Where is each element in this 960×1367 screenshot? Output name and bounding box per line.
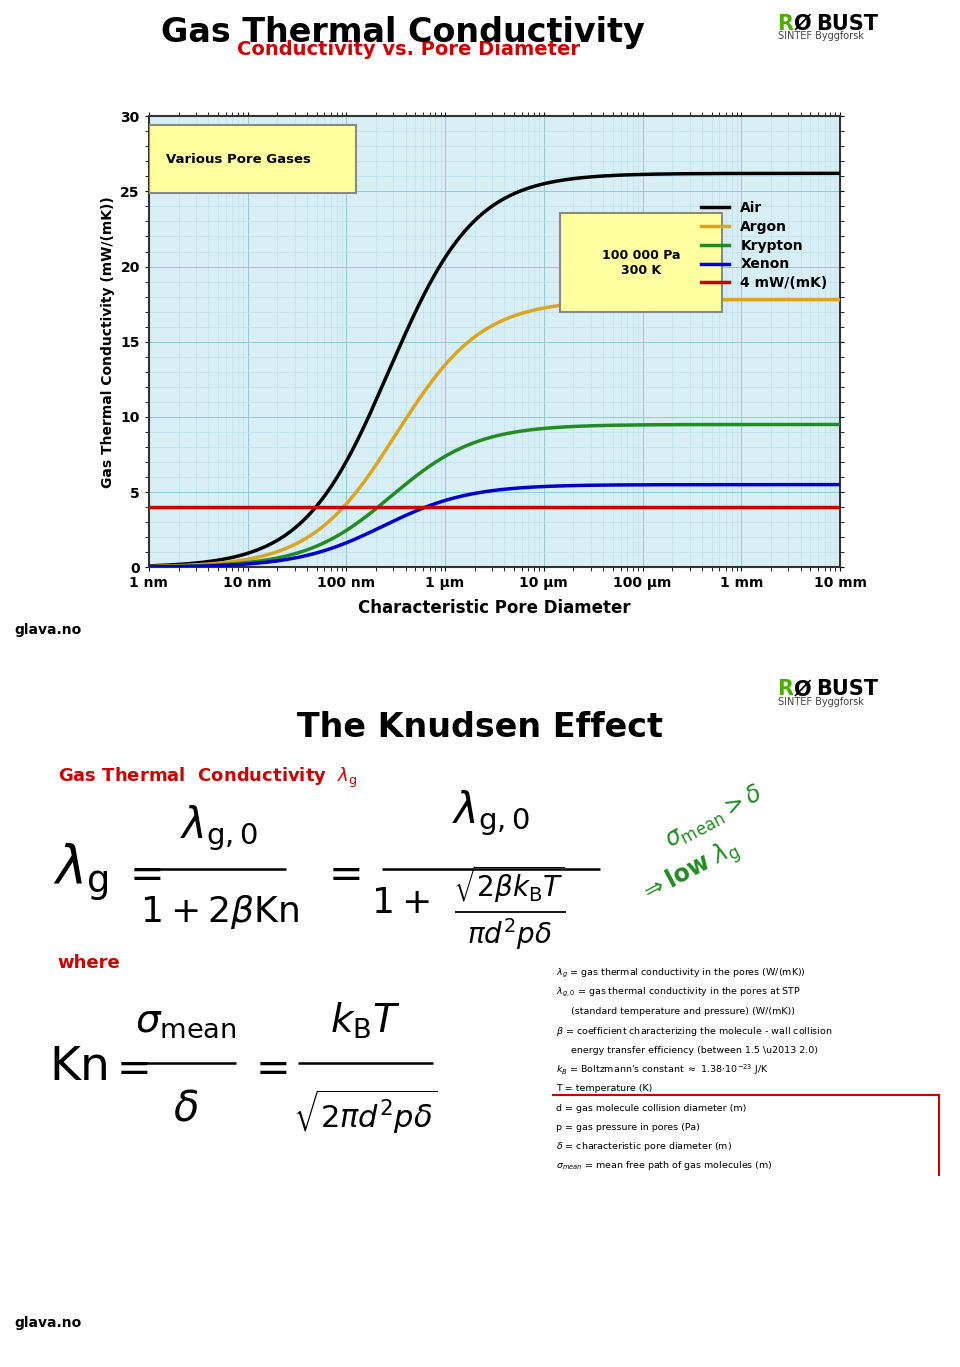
Text: $k_B$ = Boltzmann's constant $\approx$ 1.38$\cdot$10$^{-23}$ J/K: $k_B$ = Boltzmann's constant $\approx$ 1… bbox=[556, 1062, 769, 1077]
Text: $\lambda_\mathsf{g,0}$: $\lambda_\mathsf{g,0}$ bbox=[180, 804, 258, 853]
Text: where: where bbox=[58, 954, 120, 972]
Text: 100 000 Pa
300 K: 100 000 Pa 300 K bbox=[602, 249, 681, 276]
Text: p = gas pressure in pores (Pa): p = gas pressure in pores (Pa) bbox=[556, 1122, 700, 1132]
Text: $1+$: $1+$ bbox=[372, 886, 430, 920]
Text: $\delta$ = characteristic pore diameter (m): $\delta$ = characteristic pore diameter … bbox=[556, 1140, 732, 1154]
Text: Gas Thermal  Conductivity  $\lambda_\mathrm{g}$: Gas Thermal Conductivity $\lambda_\mathr… bbox=[58, 766, 357, 790]
Text: glava.no: glava.no bbox=[14, 1315, 82, 1330]
Text: $\sqrt{2\pi d^2 p\delta}$: $\sqrt{2\pi d^2 p\delta}$ bbox=[293, 1087, 438, 1136]
Text: $k_\mathsf{B} T$: $k_\mathsf{B} T$ bbox=[330, 1001, 400, 1042]
Text: $1+2\beta\mathsf{Kn}$: $1+2\beta\mathsf{Kn}$ bbox=[140, 893, 299, 931]
Text: Ø: Ø bbox=[794, 14, 811, 34]
Text: energy transfer efficiency (between 1.5 \u2013 2.0): energy transfer efficiency (between 1.5 … bbox=[556, 1046, 818, 1055]
Text: $=$: $=$ bbox=[121, 852, 161, 894]
X-axis label: Characteristic Pore Diameter: Characteristic Pore Diameter bbox=[358, 599, 631, 617]
Text: $\sigma_\mathrm{mean}$: $\sigma_\mathrm{mean}$ bbox=[135, 1002, 237, 1040]
Text: R: R bbox=[778, 679, 794, 700]
Text: $\sqrt{2\beta k_\mathsf{B} T}$: $\sqrt{2\beta k_\mathsf{B} T}$ bbox=[453, 863, 565, 905]
Text: $=$: $=$ bbox=[108, 1047, 148, 1088]
Text: (standard temperature and pressure) (W/(mK)): (standard temperature and pressure) (W/(… bbox=[556, 1007, 795, 1017]
Text: SINTEF Byggforsk: SINTEF Byggforsk bbox=[778, 31, 863, 41]
Legend: Air, Argon, Krypton, Xenon, 4 mW/(mK): Air, Argon, Krypton, Xenon, 4 mW/(mK) bbox=[696, 195, 833, 295]
Y-axis label: Gas Thermal Conductivity (mW/(mK)): Gas Thermal Conductivity (mW/(mK)) bbox=[101, 195, 114, 488]
Text: $\Rightarrow\mathbf{low}\ \lambda_\mathsf{g}$: $\Rightarrow\mathbf{low}\ \lambda_\maths… bbox=[636, 834, 745, 912]
Text: $=$: $=$ bbox=[320, 852, 360, 894]
Text: $\delta$: $\delta$ bbox=[174, 1088, 199, 1131]
FancyBboxPatch shape bbox=[560, 213, 723, 313]
Text: $\pi d^2 p\delta$: $\pi d^2 p\delta$ bbox=[467, 916, 552, 951]
Text: $\sigma_{mean}$ = mean free path of gas molecules (m): $\sigma_{mean}$ = mean free path of gas … bbox=[556, 1159, 773, 1173]
Text: $\lambda_{g,0}$ = gas thermal conductivity in the pores at STP: $\lambda_{g,0}$ = gas thermal conductivi… bbox=[556, 986, 801, 999]
Text: BUST: BUST bbox=[816, 679, 878, 700]
Text: T = temperature (K): T = temperature (K) bbox=[556, 1084, 652, 1094]
Text: Gas Thermal Conductivity: Gas Thermal Conductivity bbox=[161, 16, 645, 49]
Text: SINTEF Byggforsk: SINTEF Byggforsk bbox=[778, 697, 863, 707]
Text: glava.no: glava.no bbox=[14, 622, 82, 637]
Text: $=$: $=$ bbox=[247, 1047, 287, 1088]
Text: $\lambda_\mathsf{g,0}$: $\lambda_\mathsf{g,0}$ bbox=[452, 789, 530, 838]
Text: R: R bbox=[778, 14, 794, 34]
Text: Various Pore Gases: Various Pore Gases bbox=[166, 153, 311, 165]
Text: BUST: BUST bbox=[816, 14, 878, 34]
Text: d = gas molecule collision diameter (m): d = gas molecule collision diameter (m) bbox=[556, 1103, 746, 1113]
Text: $\lambda_g$ = gas thermal conductivity in the pores (W/(mK)): $\lambda_g$ = gas thermal conductivity i… bbox=[556, 966, 805, 980]
Text: $\sigma_\mathrm{mean}>\delta$: $\sigma_\mathrm{mean}>\delta$ bbox=[660, 781, 768, 854]
Text: Ø: Ø bbox=[794, 679, 811, 700]
FancyBboxPatch shape bbox=[149, 126, 356, 193]
Text: $\lambda_\mathsf{g}$: $\lambda_\mathsf{g}$ bbox=[53, 842, 108, 904]
Text: Conductivity vs. Pore Diameter: Conductivity vs. Pore Diameter bbox=[236, 40, 580, 59]
Text: $\mathsf{Kn}$: $\mathsf{Kn}$ bbox=[49, 1044, 108, 1089]
Text: $\beta$ = coefficient characterizing the molecule - wall collision: $\beta$ = coefficient characterizing the… bbox=[556, 1025, 832, 1038]
Text: The Knudsen Effect: The Knudsen Effect bbox=[297, 711, 663, 744]
